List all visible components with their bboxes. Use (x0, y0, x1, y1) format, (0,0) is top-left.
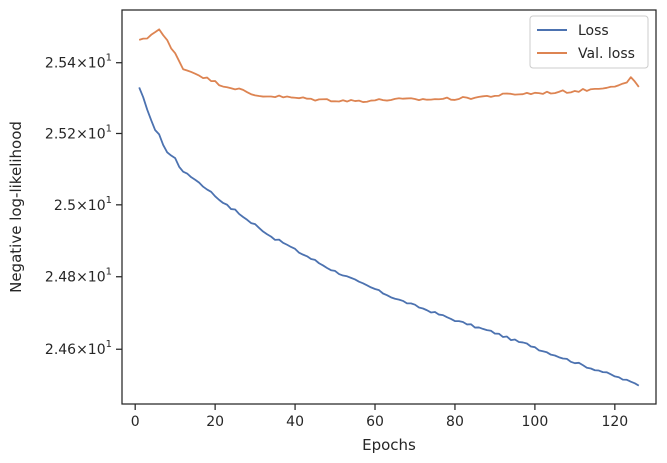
x-tick-label: 20 (206, 414, 224, 430)
x-tick-label: 120 (601, 414, 628, 430)
series-line-val-loss (138, 28, 640, 103)
x-tick-label: 60 (366, 414, 384, 430)
y-tick-label: 2.54×101 (45, 53, 112, 72)
y-tick-label: 2.46×101 (45, 339, 112, 358)
y-tick-label: 2.5×101 (54, 195, 112, 214)
y-axis: 2.46×101 2.48×101 2.5×101 2.52×101 2.54×101 (45, 53, 122, 358)
series-layer (138, 28, 640, 387)
series-line-loss (138, 87, 640, 387)
legend: Loss Val. loss (529, 15, 649, 69)
legend-label-val-loss: Val. loss (578, 46, 635, 62)
x-tick-label: 100 (522, 414, 549, 430)
x-axis: 0 20 40 60 80 100 120 (131, 404, 628, 430)
y-tick-label: 2.52×101 (45, 123, 112, 142)
y-tick-label: 2.48×101 (45, 267, 112, 286)
y-axis-label: Negative log-likelihood (7, 121, 25, 293)
legend-label-loss: Loss (578, 23, 609, 39)
x-axis-label: Epochs (362, 436, 416, 454)
plot-area (121, 9, 657, 405)
plot-frame (121, 9, 657, 405)
x-tick-label: 0 (131, 414, 140, 430)
x-tick-label: 40 (286, 414, 304, 430)
x-tick-label: 80 (446, 414, 464, 430)
